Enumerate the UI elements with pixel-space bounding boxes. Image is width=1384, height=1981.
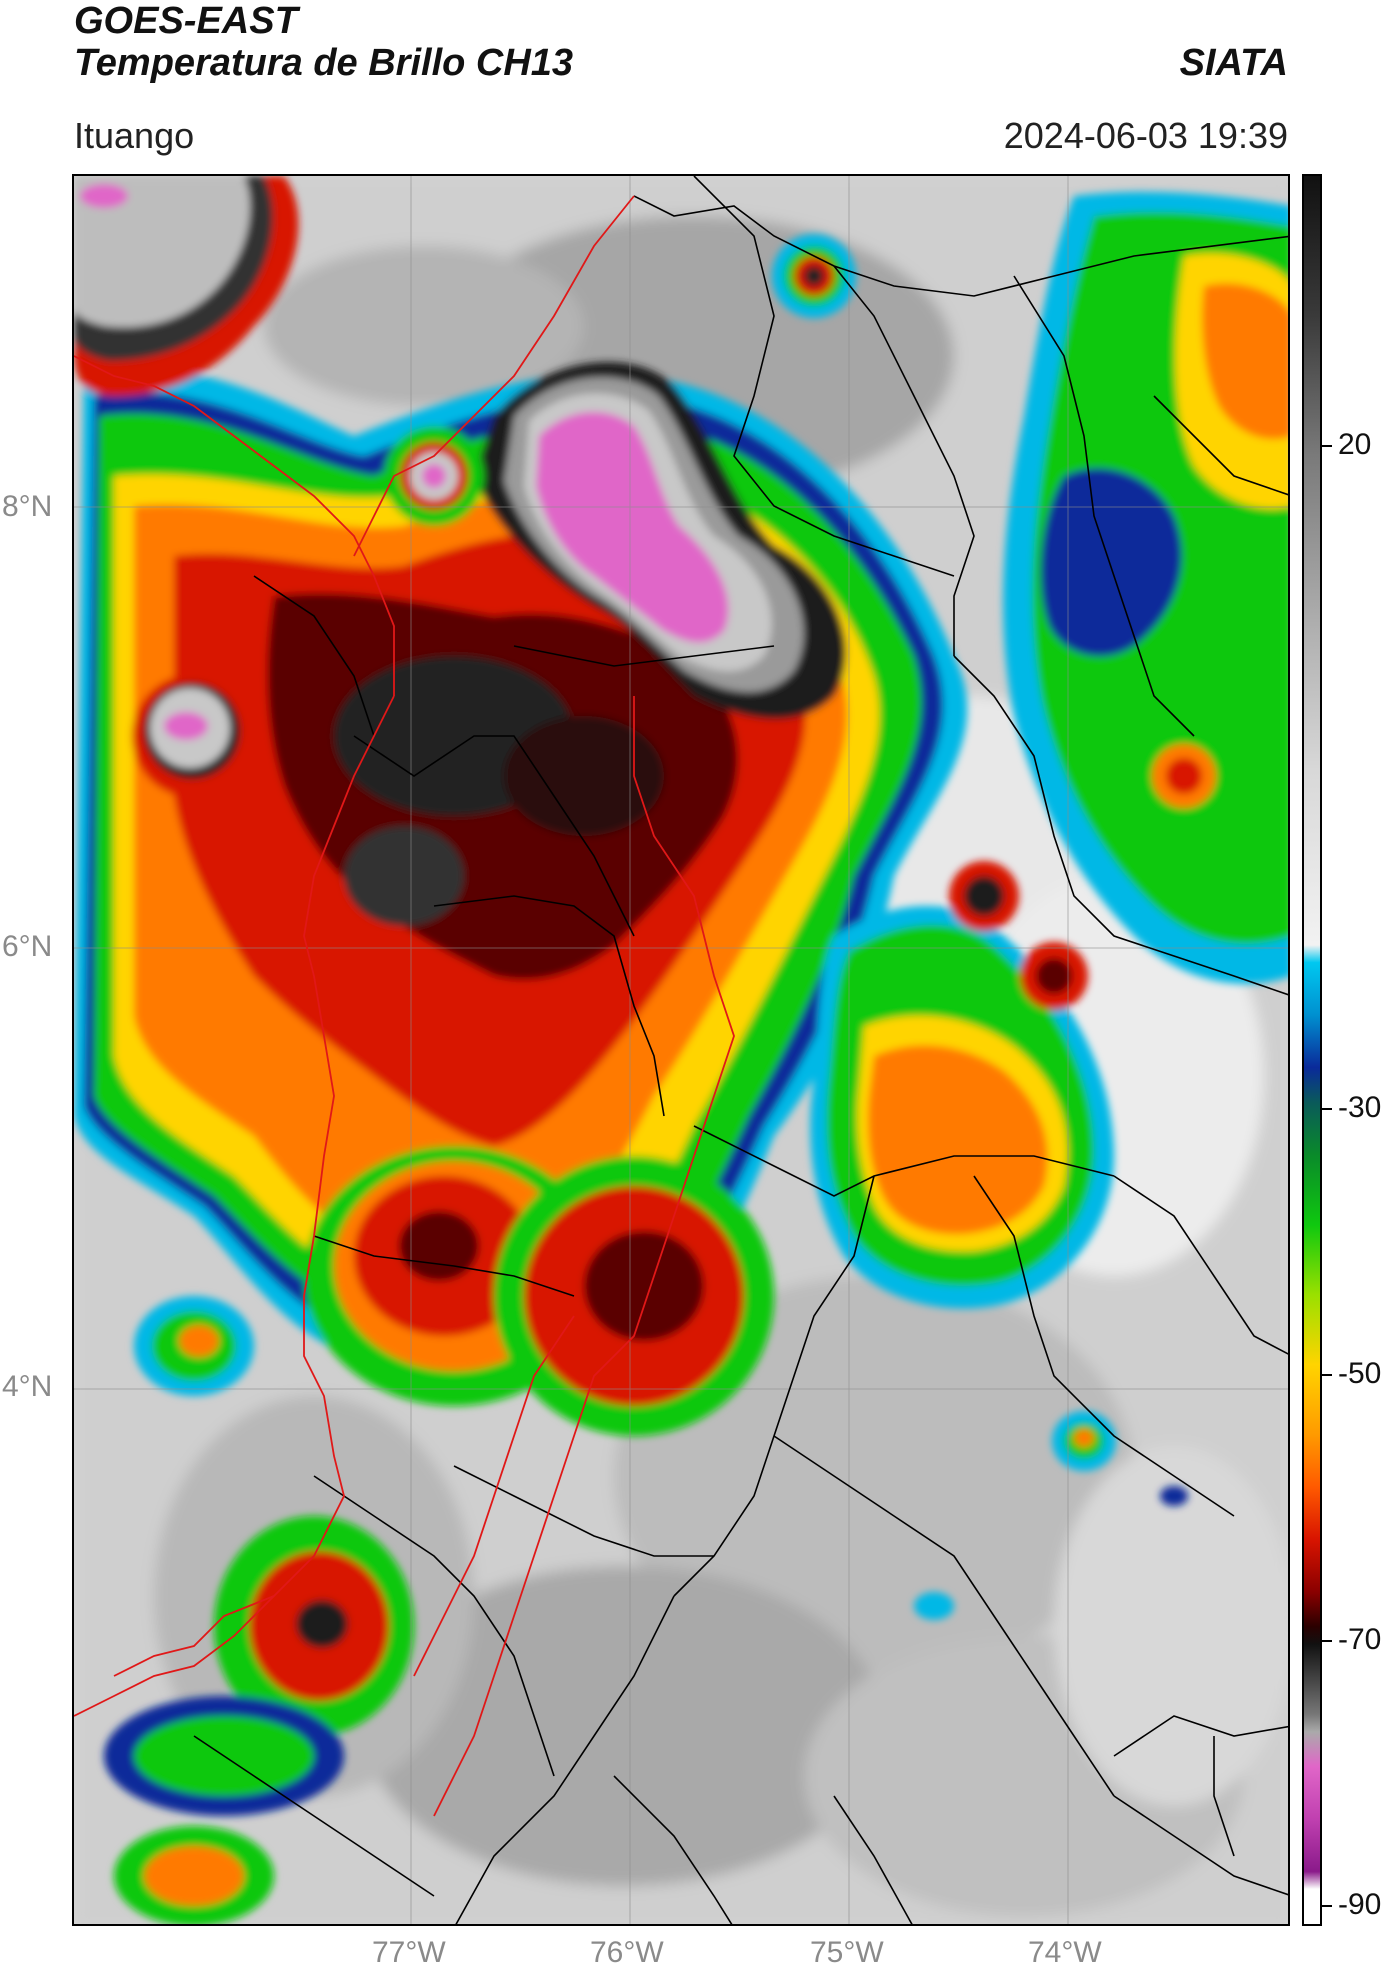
- colorbar-tick-minus90: [1322, 1905, 1332, 1907]
- colorbar-tick-20: [1322, 445, 1332, 447]
- colorbar-tick-minus50: [1322, 1374, 1332, 1376]
- colorbar-label-20: 20: [1338, 428, 1372, 461]
- colorbar-tick-minus70: [1322, 1640, 1332, 1642]
- lon-label-77w: 77°W: [372, 1936, 446, 1969]
- lat-label-6n: 6°N: [2, 930, 53, 963]
- product-title: Temperatura de Brillo CH13: [74, 42, 574, 84]
- lat-label-8n: 8°N: [2, 490, 53, 523]
- colorbar-label-minus30: -30: [1338, 1091, 1382, 1124]
- organization-label: SIATA: [1179, 42, 1288, 84]
- satellite-map[interactable]: [72, 174, 1290, 1926]
- colorbar-label-minus70: -70: [1338, 1623, 1382, 1656]
- location-label: Ituango: [74, 115, 195, 156]
- department-boundaries: [193, 176, 1288, 1924]
- antioquia-boundary: [74, 195, 735, 1817]
- temperature-colorbar: [1302, 174, 1322, 1926]
- map-canvas: [74, 176, 1288, 1924]
- lat-label-4n: 4°N: [2, 1370, 53, 1403]
- lon-label-74w: 74°W: [1028, 1936, 1102, 1969]
- datetime-label: 2024-06-03 19:39: [1003, 115, 1288, 156]
- satellite-title: GOES-EAST: [74, 0, 298, 42]
- colorbar-tick-minus30: [1322, 1108, 1332, 1110]
- lon-label-76w: 76°W: [590, 1936, 664, 1969]
- lon-label-75w: 75°W: [810, 1936, 884, 1969]
- colorbar-label-minus90: -90: [1338, 1888, 1382, 1921]
- convective-clouds: [74, 176, 1288, 1924]
- colorbar-label-minus50: -50: [1338, 1357, 1382, 1390]
